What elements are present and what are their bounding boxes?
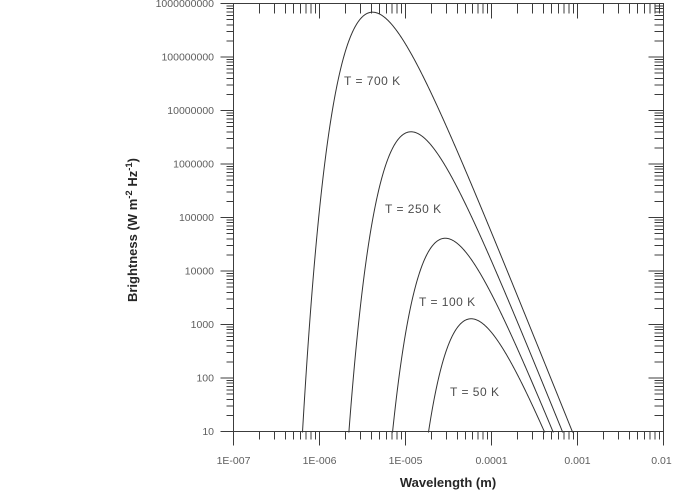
curve-labels: T = 700 K T = 250 K T = 100 K T = 50 K	[344, 74, 499, 399]
curve-250k	[348, 131, 564, 433]
y-axis-left-ticks	[220, 3, 234, 432]
y-tick-label: 10000	[185, 266, 214, 278]
y-tick-label: 1000	[191, 319, 215, 331]
plot-border	[233, 3, 664, 432]
y-tick-label: 10	[202, 426, 214, 438]
x-tick-label: 1E-005	[389, 455, 423, 467]
axis-ticks-layer	[220, 3, 664, 446]
curve-700k	[301, 11, 574, 433]
x-tick-label: 0.0001	[475, 455, 507, 467]
curve-label-50k: T = 50 K	[450, 385, 499, 399]
x-axis-title: Wavelength (m)	[400, 475, 496, 490]
curve-label-250k: T = 250 K	[385, 202, 442, 216]
y-tick-label: 100000000	[161, 52, 214, 64]
axis-tick-labels: 1E-007 1E-006 1E-005 0.0001 0.001 0.01 10 100 10…	[156, 0, 672, 467]
y-axis-title: Brightness (W m-2 Hz-1)	[124, 158, 140, 302]
y-tick-label: 100000	[179, 212, 214, 224]
x-tick-label: 0.01	[651, 455, 672, 467]
y-tick-label: 1000000000	[156, 0, 215, 10]
x-axis-bottom-ticks	[233, 431, 664, 446]
curve-50k	[427, 318, 546, 433]
y-axis-right-ticks	[648, 3, 664, 432]
x-tick-label: 1E-006	[303, 455, 337, 467]
x-tick-label: 1E-007	[217, 455, 251, 467]
x-tick-label: 0.001	[564, 455, 590, 467]
curve-label-700k: T = 700 K	[344, 74, 401, 88]
y-tick-label: 1000000	[173, 159, 214, 171]
y-tick-label: 100	[196, 373, 214, 385]
x-axis-top-ticks	[233, 3, 664, 19]
curves	[301, 11, 574, 433]
y-tick-label: 10000000	[167, 105, 214, 117]
curve-label-100k: T = 100 K	[419, 295, 476, 309]
curve-100k	[391, 237, 554, 433]
